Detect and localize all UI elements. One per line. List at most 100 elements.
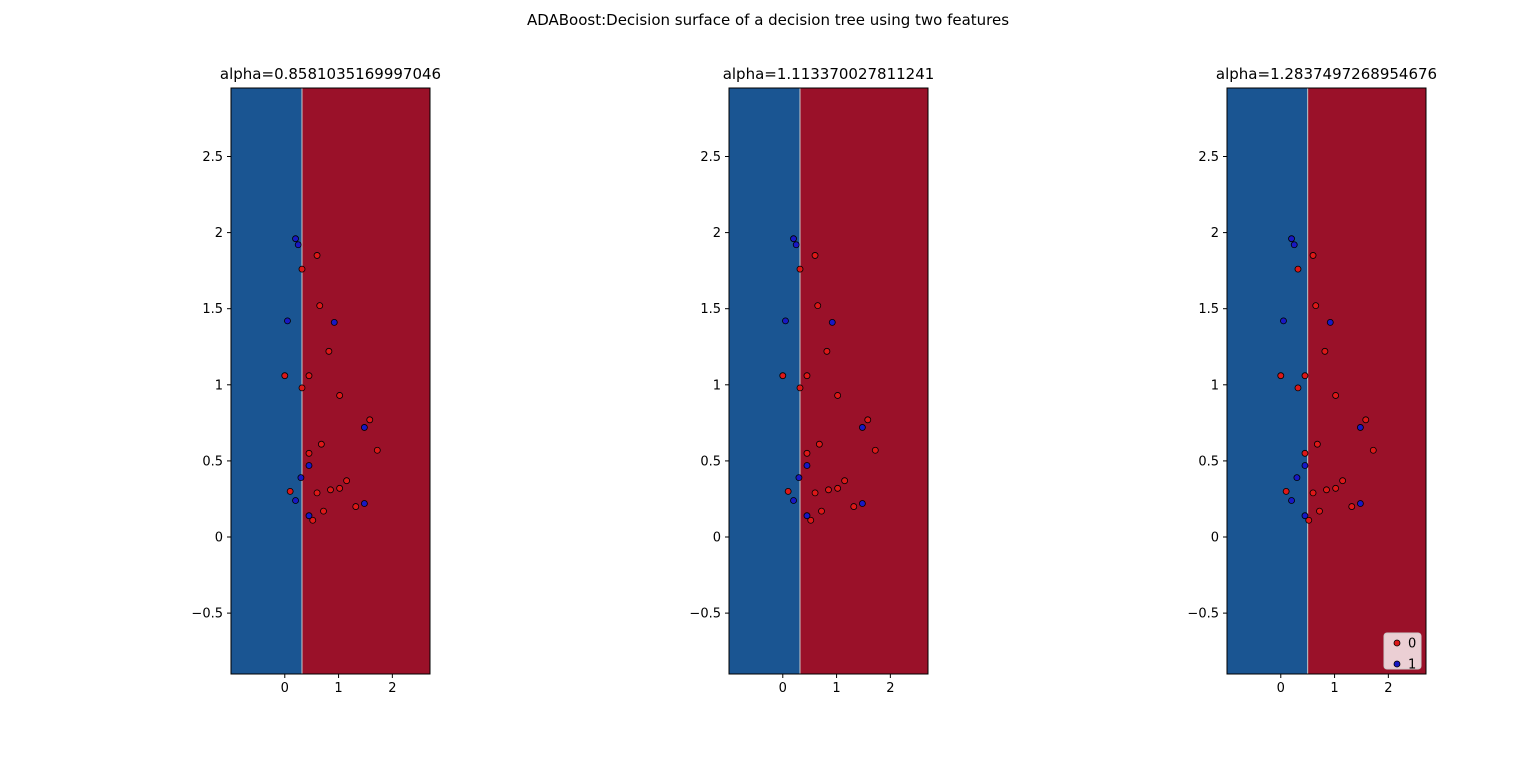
data-point-class-0 xyxy=(796,265,804,273)
x-tick-label: 0 xyxy=(281,681,289,696)
y-tick-label: 2 xyxy=(215,226,223,241)
x-tick-label: 2 xyxy=(886,681,894,696)
subplot-title: alpha=1.113370027811241 xyxy=(723,65,935,83)
axes-frame xyxy=(230,87,431,675)
data-point-class-0 xyxy=(286,487,294,495)
data-point-class-0 xyxy=(298,384,306,392)
data-point-class-0 xyxy=(1294,384,1302,392)
x-tick-label: 2 xyxy=(388,681,396,696)
y-tick-label: −0.5 xyxy=(1187,607,1219,622)
legend-box xyxy=(1383,632,1422,670)
data-point-class-0 xyxy=(834,484,842,492)
data-point-class-1 xyxy=(292,497,299,504)
data-point-class-0 xyxy=(1312,302,1320,310)
y-tick-label: 1.5 xyxy=(202,302,223,317)
data-point-class-0 xyxy=(313,252,321,259)
data-point-class-0 xyxy=(811,489,819,497)
data-point-class-1 xyxy=(305,462,313,469)
legend: 01 xyxy=(1383,632,1422,673)
data-point-class-0 xyxy=(803,372,811,380)
data-point-class-0 xyxy=(317,440,325,448)
data-point-class-0 xyxy=(343,477,351,485)
data-point-class-1 xyxy=(292,235,299,243)
data-point-class-0 xyxy=(834,392,842,399)
data-point-class-1 xyxy=(1293,474,1301,482)
subplot-2: 0 1 2 −0.5 0 0.5 1 1.5 2 2.5 alpha=1.1133700278112… xyxy=(689,65,934,696)
data-point-class-0 xyxy=(316,302,324,310)
data-point-class-0 xyxy=(1301,372,1309,380)
data-point-class-1 xyxy=(360,424,368,431)
y-tick-label: −0.5 xyxy=(689,607,721,622)
x-tick-label: 1 xyxy=(1330,681,1338,696)
data-point-class-0 xyxy=(313,489,321,497)
axes-frame xyxy=(1226,87,1427,675)
data-point-class-0 xyxy=(850,503,858,510)
subplot-3: 0 1 2−0.500.511.522.5alpha=1.2837497268954… xyxy=(1187,65,1437,696)
data-point-class-0 xyxy=(784,487,792,495)
subplot-1: 0 1 2 −0.5 0 0.5 1 1.5 2 2.5 alpha=0.8581035169997… xyxy=(191,65,441,696)
data-point-class-0 xyxy=(373,446,381,454)
data-point-class-0 xyxy=(327,486,334,494)
class-1-region xyxy=(231,88,302,674)
data-point-class-1 xyxy=(297,474,305,482)
data-point-class-0 xyxy=(305,372,313,380)
data-point-class-0 xyxy=(325,347,333,355)
data-point-class-0 xyxy=(1277,372,1285,380)
legend-marker-class-0 xyxy=(1393,639,1401,647)
y-tick-label: 0 xyxy=(713,531,721,546)
data-point-class-0 xyxy=(1294,265,1302,273)
data-point-class-0 xyxy=(1313,440,1321,448)
data-point-class-0 xyxy=(298,265,306,273)
data-point-class-0 xyxy=(1339,477,1347,485)
class-1-region xyxy=(1227,88,1308,674)
data-point-class-1 xyxy=(858,500,866,507)
data-point-class-0 xyxy=(1348,503,1356,510)
data-point-class-0 xyxy=(811,252,819,259)
data-point-class-0 xyxy=(818,507,825,515)
data-point-class-1 xyxy=(795,474,803,482)
data-point-class-0 xyxy=(823,347,831,355)
data-point-class-0 xyxy=(796,384,804,392)
x-tick-label: 1 xyxy=(334,681,342,696)
data-point-class-0 xyxy=(825,486,832,494)
data-point-class-0 xyxy=(871,446,879,454)
y-tick-label: 2.5 xyxy=(202,150,223,165)
data-point-class-1 xyxy=(828,318,836,326)
data-point-class-1 xyxy=(1280,317,1287,325)
class-0-region xyxy=(799,88,928,674)
data-point-class-0 xyxy=(281,372,289,380)
data-point-class-1 xyxy=(790,497,797,504)
x-tick-label: 0 xyxy=(1277,681,1285,696)
data-point-class-1 xyxy=(294,241,302,249)
y-tick-label: 2.5 xyxy=(700,150,721,165)
data-point-class-1 xyxy=(792,241,800,249)
legend-label: 0 xyxy=(1408,637,1416,652)
axes-frame xyxy=(728,87,929,675)
class-0-region xyxy=(301,88,430,674)
data-point-class-1 xyxy=(284,317,291,325)
data-point-class-0 xyxy=(814,302,822,310)
y-tick-label: 0.5 xyxy=(1198,454,1219,469)
x-tick-label: 0 xyxy=(779,681,787,696)
data-point-class-1 xyxy=(1301,462,1309,469)
data-point-class-1 xyxy=(803,462,811,469)
data-point-class-0 xyxy=(1301,449,1309,457)
data-point-class-0 xyxy=(779,372,787,380)
y-tick-label: −0.5 xyxy=(191,607,223,622)
class-1-region xyxy=(729,88,800,674)
y-tick-label: 2 xyxy=(1211,226,1219,241)
data-point-class-0 xyxy=(305,449,313,457)
data-point-class-1 xyxy=(360,500,368,507)
data-point-class-0 xyxy=(336,484,344,492)
data-point-class-0 xyxy=(1316,507,1323,515)
data-point-class-1 xyxy=(803,512,811,520)
data-point-class-1 xyxy=(305,512,313,520)
y-tick-label: 1 xyxy=(1211,378,1219,393)
y-tick-label: 0.5 xyxy=(202,454,223,469)
data-point-class-0 xyxy=(1305,516,1313,524)
y-tick-label: 2.5 xyxy=(1198,150,1219,165)
data-point-class-1 xyxy=(1288,235,1295,243)
data-point-class-0 xyxy=(1332,484,1340,492)
data-point-class-0 xyxy=(1282,487,1290,495)
data-point-class-1 xyxy=(1356,500,1364,507)
